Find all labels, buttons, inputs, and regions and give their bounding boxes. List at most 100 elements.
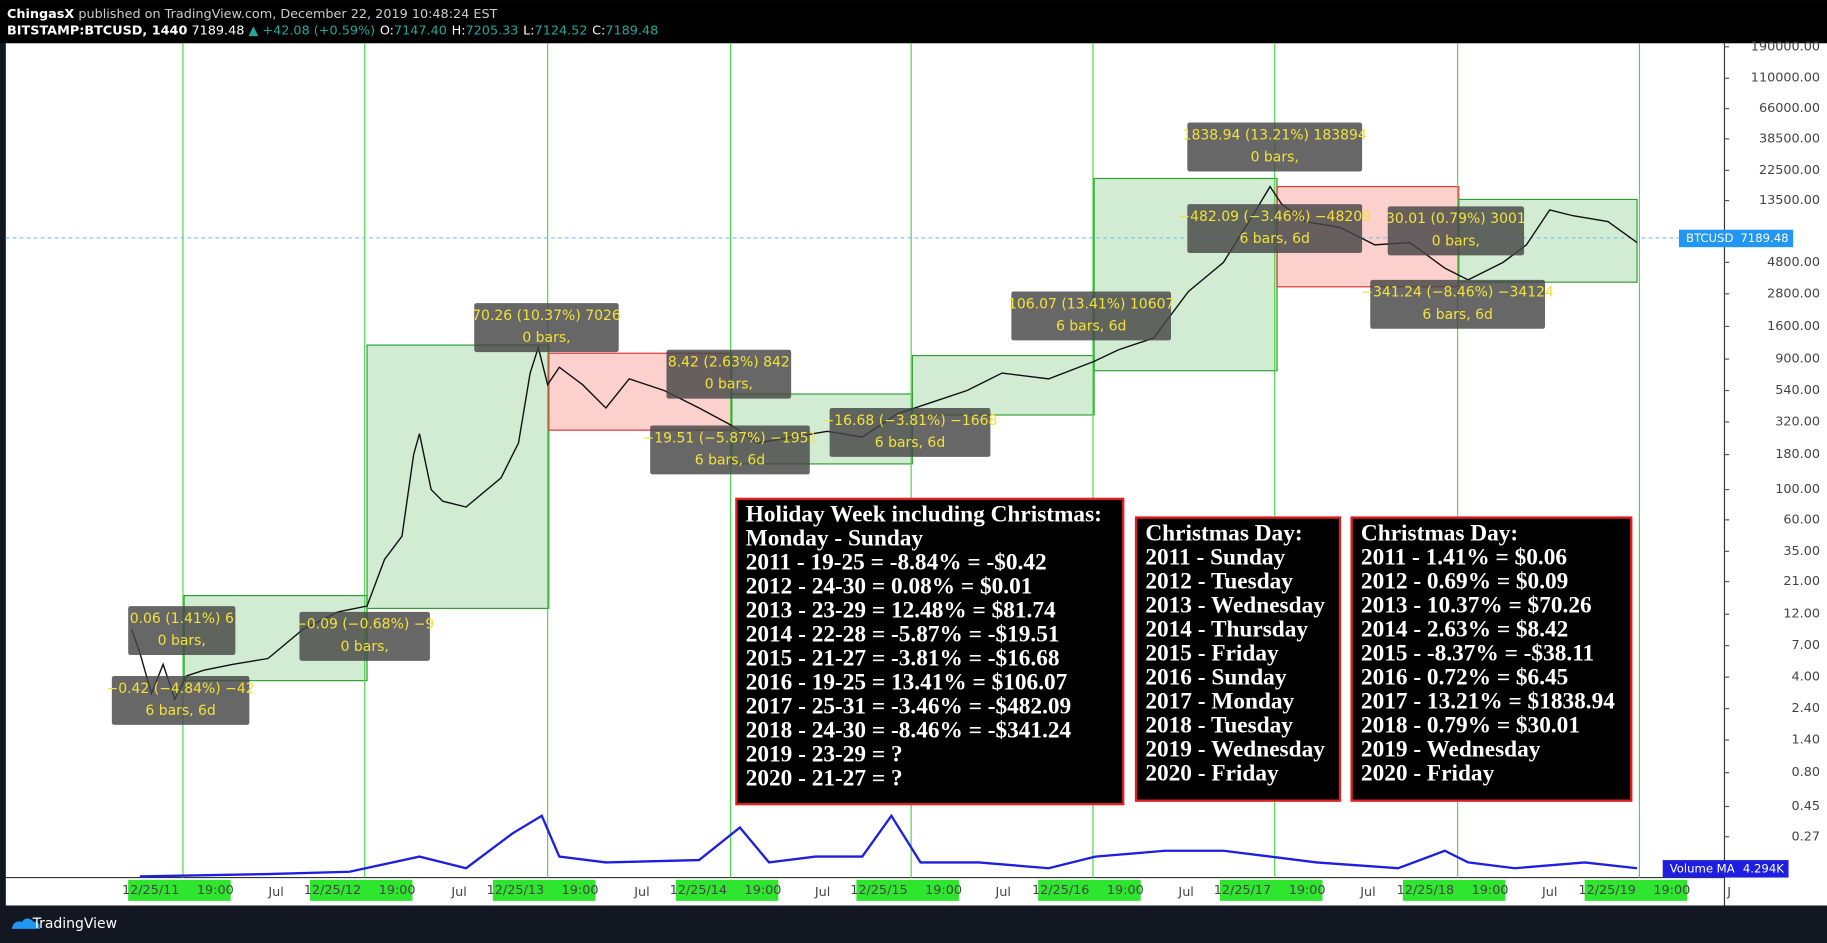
measure-box — [299, 611, 430, 661]
note-line: 2016 - 0.72% = $6.45 — [1361, 664, 1568, 690]
volume-value: 4.294K — [1743, 861, 1784, 875]
measure-box — [111, 675, 250, 725]
logo — [11, 918, 40, 929]
month: Jul — [1359, 885, 1375, 900]
symbol-line: BITSTAMP:BTCUSD, 1440 7189.48 ▲ +42.08 (… — [7, 23, 658, 38]
note-line: Christmas Day: — [1361, 520, 1518, 546]
date-badge — [309, 879, 413, 901]
price-label: 12.00 — [1783, 607, 1820, 622]
measure-bars: 0 bars, — [1432, 233, 1480, 249]
measure-change: −482.09 (−3.46%) −48209 — [1178, 209, 1371, 225]
note-line: 2016 - 19-25 = 13.41% = $106.07 — [746, 670, 1068, 696]
date-badge — [1038, 879, 1141, 901]
note-line: 2013 - Wednesday — [1145, 592, 1325, 618]
measure-box — [829, 407, 991, 457]
date: 12/25/18 — [1397, 883, 1454, 898]
price-label: 0.80 — [1792, 765, 1820, 780]
price-label: 0.45 — [1792, 799, 1820, 814]
time: 19:00 — [1653, 883, 1690, 898]
measure-box — [128, 606, 236, 656]
volume-ma-line — [139, 813, 1638, 878]
note-line: 2015 - -8.37% = -$38.11 — [1361, 640, 1594, 666]
ohlc-key: L: — [523, 23, 534, 38]
note-line: 2013 - 10.37% = $70.26 — [1361, 592, 1592, 618]
time: 19:00 — [1289, 883, 1326, 898]
measure-bars: 6 bars, 6d — [1056, 318, 1126, 334]
note-line: 2017 - 13.21% = $1838.94 — [1361, 688, 1615, 714]
note-line: 2019 - 23-29 = ? — [746, 742, 903, 768]
date-badge — [492, 879, 596, 901]
date: 12/25/13 — [487, 883, 544, 898]
date: 12/25/12 — [304, 883, 361, 898]
measure-change: −0.42 (−4.84%) −42 — [107, 681, 255, 697]
range-box — [366, 344, 550, 609]
price-label: 900.00 — [1775, 352, 1820, 367]
note-line: 2018 - 0.79% = $30.01 — [1361, 712, 1580, 738]
price-label: 60.00 — [1783, 512, 1820, 527]
measure-bars: 6 bars, 6d — [1422, 307, 1492, 323]
month: Jul — [633, 885, 649, 900]
measure-change: 1838.94 (13.21%) 183894 — [1183, 127, 1367, 143]
time: 19:00 — [925, 883, 962, 898]
note-line: 2017 - 25-31 = -3.46% = -$482.09 — [746, 694, 1072, 720]
price-label: 4800.00 — [1767, 255, 1820, 270]
last-price: 7189.48 — [191, 23, 244, 38]
published: published on TradingView.com, December 2… — [78, 7, 497, 22]
price-label: 4.00 — [1792, 670, 1820, 685]
note-line: 2018 - 24-30 = -8.46% = -$341.24 — [746, 718, 1072, 744]
month: Jul — [994, 885, 1010, 900]
measure-bars: 0 bars, — [158, 633, 206, 649]
time: 19:00 — [379, 883, 416, 898]
note-line: 2020 - Friday — [1361, 760, 1495, 786]
note-line: 2019 - Wednesday — [1145, 736, 1325, 762]
month: Jul — [1177, 885, 1193, 900]
price-label: 22500.00 — [1759, 163, 1820, 178]
ohlc-value: 7147.40 — [394, 23, 447, 38]
month: Jul — [450, 885, 466, 900]
range-box — [911, 354, 1095, 416]
price-label: 2800.00 — [1767, 286, 1820, 301]
publish-line: ChingasX published on TradingView.com, D… — [7, 7, 498, 22]
note-line: 2015 - Friday — [1145, 640, 1279, 666]
measure-box — [1011, 291, 1172, 341]
overlays: 0.06 (1.41%) 6 0 bars, −0.09 (−0.68%) −9 0 … — [107, 122, 1633, 806]
price-label: 540.00 — [1775, 383, 1820, 398]
note-line: 2015 - 21-27 = -3.81% = -$16.68 — [746, 646, 1060, 672]
footer-bar — [0, 905, 1827, 943]
price-label: 35.00 — [1783, 544, 1820, 559]
measure-bars: 6 bars, 6d — [1239, 231, 1309, 247]
badge-symbol: BTCUSD — [1686, 231, 1733, 245]
up-arrow: ▲ — [248, 23, 258, 38]
price-label: 180.00 — [1775, 447, 1820, 462]
measure-box — [1387, 206, 1525, 256]
note-line: 2011 - 19-25 = -8.84% = -$0.42 — [746, 550, 1047, 576]
time: 19:00 — [745, 883, 782, 898]
month: J — [1726, 885, 1731, 900]
measure-box — [650, 425, 810, 475]
note-line: 2018 - Tuesday — [1145, 712, 1293, 738]
note-line: 2017 - Monday — [1145, 688, 1294, 714]
price-label: 100.00 — [1775, 482, 1820, 497]
price-badge — [1679, 229, 1794, 248]
date: 12/25/19 — [1578, 883, 1635, 898]
measure-bars: 0 bars, — [522, 330, 570, 346]
date-badge — [1584, 879, 1688, 901]
price-label: 320.00 — [1775, 414, 1820, 429]
note-line: 2011 - 1.41% = $0.06 — [1361, 544, 1567, 570]
measure-change: −19.51 (−5.87%) −1951 — [643, 430, 818, 446]
ohlc-value: 7124.52 — [535, 23, 588, 38]
month: Jul — [814, 885, 830, 900]
measure-change: 0.06 (1.41%) 6 — [130, 611, 234, 627]
note-line: 2014 - 2.63% = $8.42 — [1361, 616, 1568, 642]
measure-change: 106.07 (13.41%) 10607 — [1008, 296, 1174, 312]
measure-bars: 0 bars, — [705, 377, 753, 393]
note-line: Holiday Week including Christmas: — [746, 502, 1102, 528]
price-label: 13500.00 — [1759, 193, 1820, 208]
note-panel — [1350, 516, 1633, 802]
note-line: 2012 - 0.69% = $0.09 — [1361, 568, 1568, 594]
month: Jul — [1541, 885, 1557, 900]
measure-box — [1370, 279, 1546, 329]
measure-change: 8.42 (2.63%) 842 — [668, 355, 790, 371]
ohlc-key: C: — [592, 23, 605, 38]
